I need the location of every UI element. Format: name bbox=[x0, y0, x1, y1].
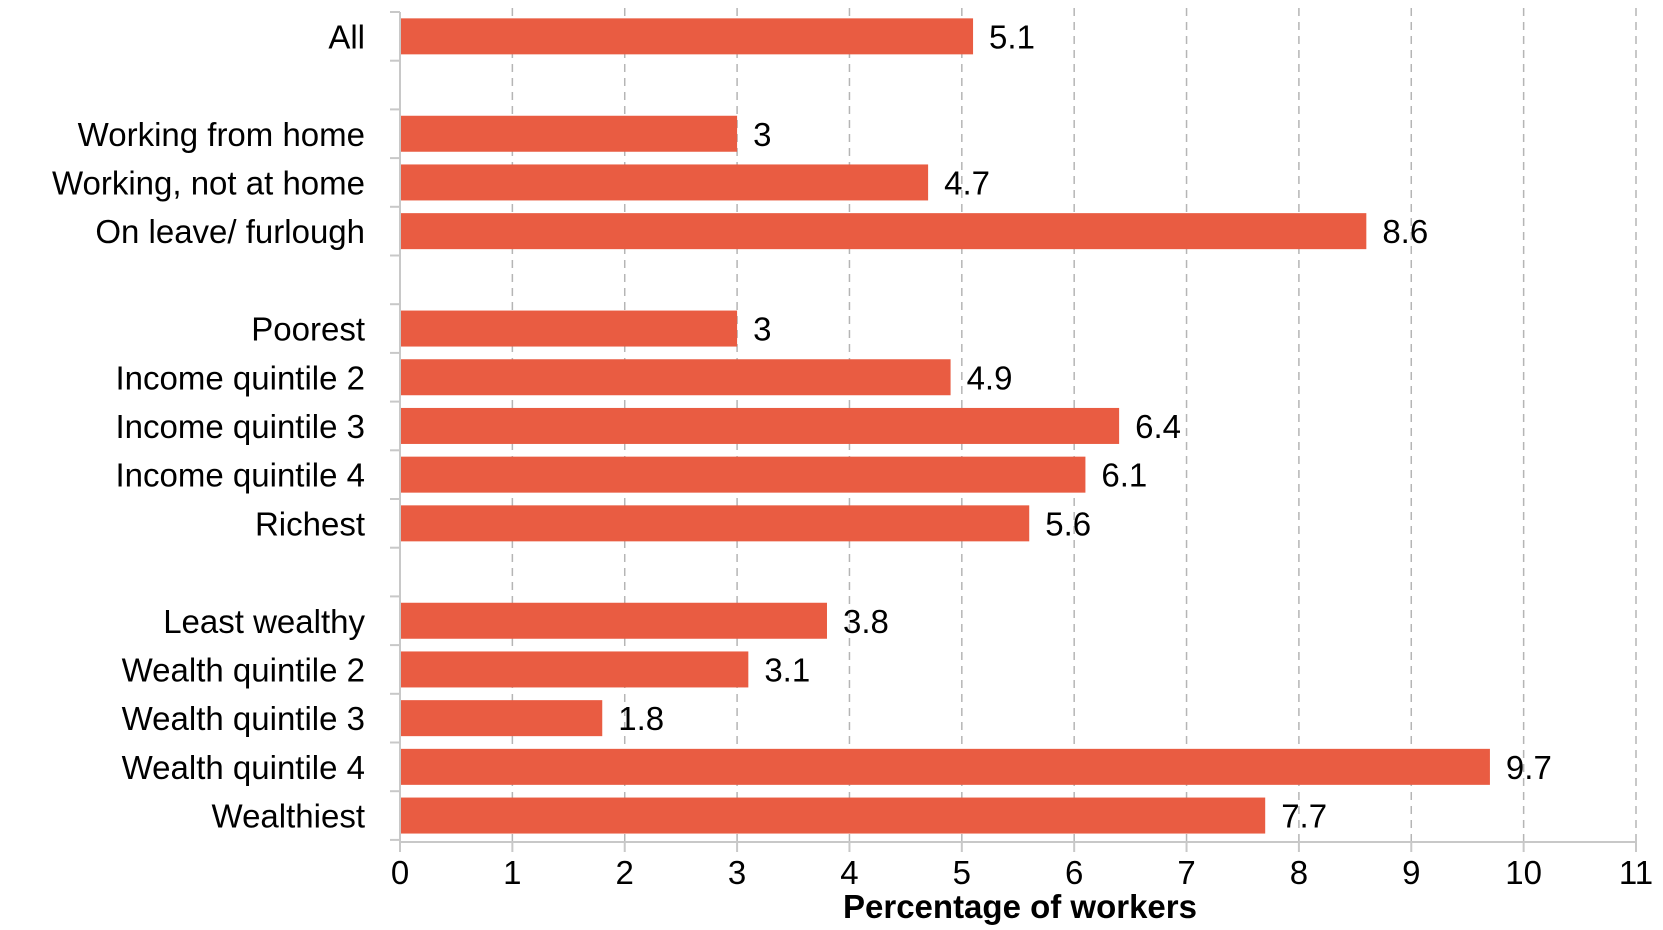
category-label: Income quintile 2 bbox=[116, 359, 365, 396]
x-tick-label: 10 bbox=[1505, 854, 1542, 891]
value-label: 6.1 bbox=[1101, 457, 1147, 494]
x-tick-label: 9 bbox=[1402, 854, 1420, 891]
value-label: 4.7 bbox=[944, 164, 990, 201]
bar bbox=[400, 164, 929, 201]
category-label: Wealthiest bbox=[212, 798, 365, 835]
category-label: Wealth quintile 4 bbox=[122, 749, 365, 786]
x-tick-label: 2 bbox=[616, 854, 634, 891]
value-label: 5.1 bbox=[989, 18, 1035, 55]
category-label: Wealth quintile 3 bbox=[122, 700, 365, 737]
axes bbox=[390, 11, 1637, 852]
bars bbox=[400, 18, 1490, 834]
category-label: Working from home bbox=[78, 116, 365, 153]
x-tick-label: 6 bbox=[1065, 854, 1083, 891]
category-label: Wealth quintile 2 bbox=[122, 651, 365, 688]
value-label: 3 bbox=[753, 311, 771, 348]
labels: 0 1 2 3 4 5 6 7 8 9 10 11 All 5.1 Working from home 3 Wo… bbox=[52, 18, 1653, 891]
bar bbox=[400, 651, 749, 688]
bar bbox=[400, 18, 974, 55]
bar bbox=[400, 115, 738, 152]
bar bbox=[400, 602, 827, 639]
value-label: 3 bbox=[753, 116, 771, 153]
x-tick-label: 7 bbox=[1177, 854, 1195, 891]
x-axis-title: Percentage of workers bbox=[843, 888, 1197, 925]
value-label: 4.9 bbox=[967, 359, 1013, 396]
value-label: 8.6 bbox=[1382, 213, 1428, 250]
bar bbox=[400, 748, 1490, 785]
value-label: 7.7 bbox=[1281, 798, 1327, 835]
value-label: 3.1 bbox=[764, 651, 810, 688]
x-tick-label: 8 bbox=[1290, 854, 1308, 891]
value-label: 3.8 bbox=[843, 603, 889, 640]
bar bbox=[400, 700, 603, 737]
value-label: 9.7 bbox=[1506, 749, 1552, 786]
bar bbox=[400, 797, 1266, 834]
bar bbox=[400, 213, 1367, 250]
category-label: Working, not at home bbox=[52, 164, 365, 201]
category-label: Income quintile 4 bbox=[116, 457, 365, 494]
bar bbox=[400, 407, 1120, 444]
x-tick-label: 0 bbox=[391, 854, 409, 891]
x-tick-label: 4 bbox=[840, 854, 858, 891]
value-label: 5.6 bbox=[1045, 505, 1091, 542]
x-tick-label: 3 bbox=[728, 854, 746, 891]
category-label: Least wealthy bbox=[163, 603, 365, 640]
bar bbox=[400, 359, 951, 396]
value-label: 6.4 bbox=[1135, 408, 1181, 445]
bar bbox=[400, 505, 1030, 542]
x-tick-label: 5 bbox=[953, 854, 971, 891]
category-label: On leave/ furlough bbox=[95, 213, 365, 250]
x-tick-label: 1 bbox=[503, 854, 521, 891]
category-label: Income quintile 3 bbox=[116, 408, 365, 445]
category-label: Richest bbox=[255, 505, 365, 542]
category-label: Poorest bbox=[251, 311, 365, 348]
x-tick-label: 11 bbox=[1619, 854, 1653, 891]
value-label: 1.8 bbox=[618, 700, 664, 737]
category-label: All bbox=[328, 18, 365, 55]
bar bbox=[400, 456, 1086, 493]
bar bbox=[400, 310, 738, 347]
